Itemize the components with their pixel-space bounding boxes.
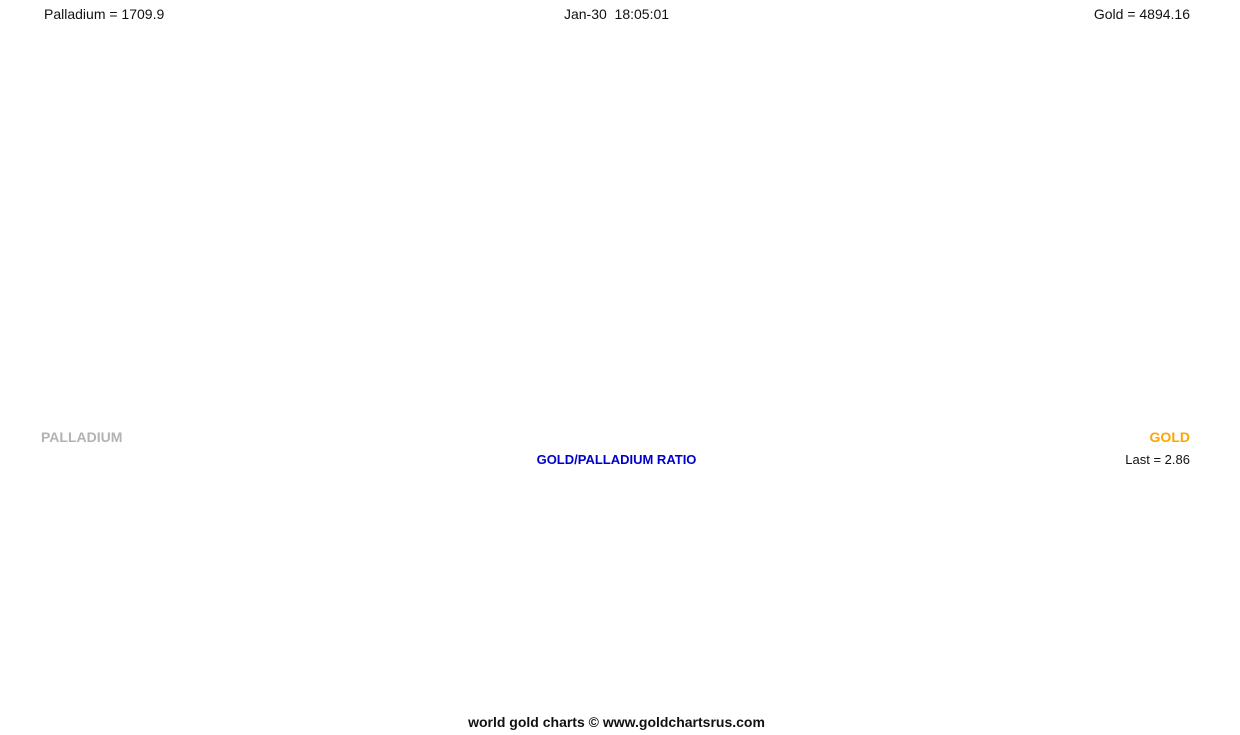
ratio-last-value: Last = 2.86 bbox=[1125, 452, 1190, 467]
palladium-series-label: PALLADIUM bbox=[41, 429, 123, 445]
chart-timestamp: Jan-30 18:05:01 bbox=[563, 6, 670, 22]
gold-series-label: GOLD bbox=[1149, 429, 1190, 445]
gold-legend: Gold = 4894.16 bbox=[1093, 6, 1190, 22]
footer-credit: world gold charts © www.goldchartsrus.co… bbox=[468, 714, 765, 730]
palladium-legend: Palladium = 1709.9 bbox=[44, 6, 165, 22]
ratio-panel-title: GOLD/PALLADIUM RATIO bbox=[536, 452, 697, 467]
